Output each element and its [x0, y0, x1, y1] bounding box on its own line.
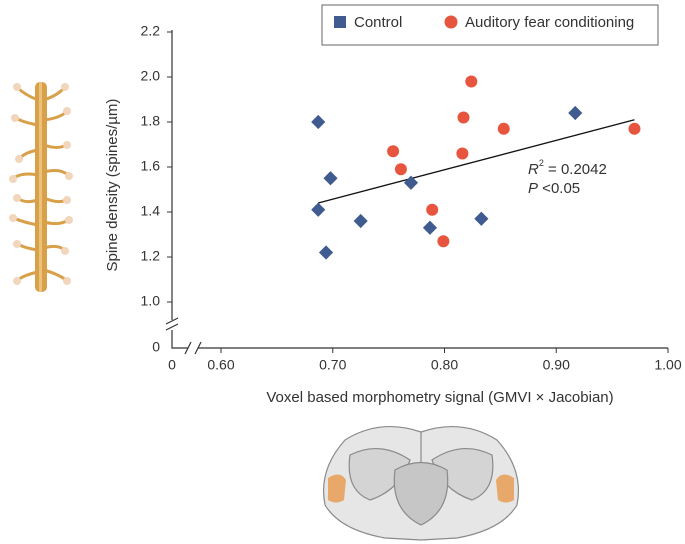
y-tick-label: 1.2: [141, 248, 161, 264]
point: [318, 245, 334, 260]
r-sup: 2: [539, 158, 544, 168]
r-label: R: [528, 161, 539, 178]
r2-annotation: R2 = 0.2042: [528, 158, 607, 178]
point: [457, 111, 470, 124]
point: [394, 163, 407, 176]
axes: [171, 30, 668, 349]
point: [311, 202, 326, 217]
x-tick-label: 0.70: [319, 357, 346, 373]
point: [403, 175, 419, 190]
x-tick-label: 1.00: [654, 357, 681, 373]
dendrite-illustration: [9, 82, 73, 292]
x-axis-label: Voxel based morphometry signal (GMVI × J…: [266, 389, 613, 406]
brain-illustration: [322, 425, 520, 541]
point: [426, 203, 439, 216]
point: [387, 145, 400, 158]
x-tick-label: 0.80: [431, 357, 458, 373]
point: [422, 220, 438, 235]
trend-line: [318, 119, 635, 204]
x-tick-label: 0.90: [543, 357, 570, 373]
point: [311, 114, 326, 130]
point: [465, 75, 478, 88]
r-value: = 0.2042: [544, 161, 607, 178]
point: [353, 213, 368, 229]
x-tick-label: 0.60: [207, 357, 234, 373]
point: [474, 211, 489, 226]
legend-label: Auditory fear conditioning: [465, 14, 634, 31]
y-tick-label: 2.0: [141, 68, 161, 84]
y-origin-label: 0: [152, 339, 160, 355]
point: [456, 147, 469, 160]
point: [437, 235, 450, 248]
legend-label: Control: [354, 14, 402, 31]
point: [497, 122, 510, 135]
y-tick-label: 1.4: [141, 203, 161, 219]
y-tick-label: 1.8: [141, 113, 161, 129]
legend-swatch: [444, 15, 458, 29]
p-annotation: P <0.05: [528, 180, 580, 197]
p-label: P: [528, 180, 538, 197]
y-tick-label: 2.2: [141, 23, 161, 39]
x-origin-label: 0: [168, 357, 176, 373]
point: [628, 122, 641, 135]
legend: [321, 4, 659, 46]
point: [323, 171, 338, 186]
y-axis-label: Spine density (spines/µm): [104, 99, 121, 272]
point: [568, 105, 583, 121]
legend-swatch: [334, 16, 346, 28]
y-tick-label: 1.6: [141, 158, 161, 174]
p-value: <0.05: [538, 180, 580, 197]
y-tick-label: 1.0: [141, 293, 161, 309]
axis-break: [165, 317, 202, 355]
